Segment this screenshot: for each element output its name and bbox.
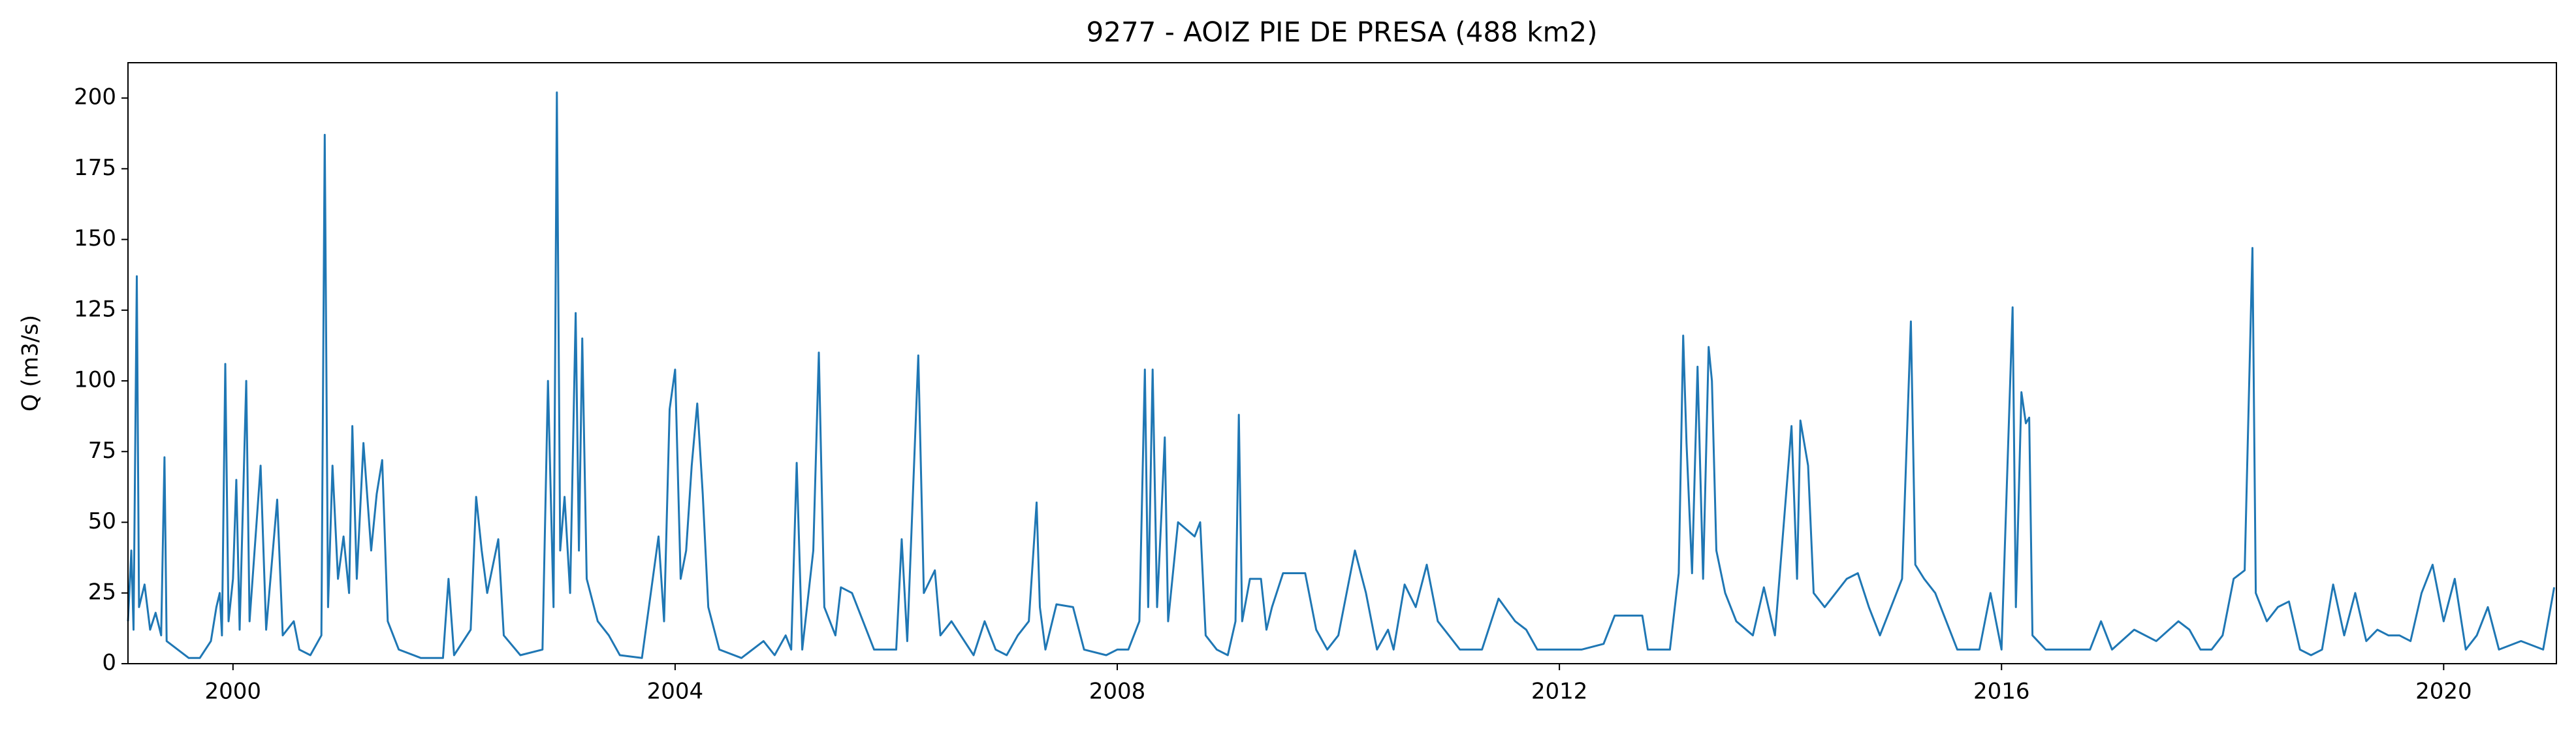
- y-tick-label: 25: [88, 579, 116, 605]
- y-tick-label: 50: [88, 508, 116, 534]
- y-tick-label: 100: [74, 367, 116, 393]
- x-tick-label: 2000: [205, 679, 262, 705]
- y-tick-label: 0: [102, 650, 116, 676]
- x-tick-label: 2012: [1531, 679, 1588, 705]
- x-tick-label: 2016: [1973, 679, 2030, 705]
- plot-frame: [127, 62, 2557, 664]
- y-tick-label: 75: [88, 438, 116, 464]
- chart-title: 9277 - AOIZ PIE DE PRESA (488 km2): [1087, 16, 1598, 48]
- x-tick-label: 2020: [2415, 679, 2472, 705]
- data-line: [127, 91, 2556, 659]
- y-tick-label: 200: [74, 84, 116, 110]
- x-tick-label: 2004: [647, 679, 704, 705]
- y-tick-label: 175: [74, 155, 116, 181]
- y-tick-label: 125: [74, 296, 116, 322]
- x-tick-label: 2008: [1089, 679, 1146, 705]
- y-axis-label: Q (m3/s): [18, 315, 44, 412]
- y-tick-label: 150: [74, 225, 116, 251]
